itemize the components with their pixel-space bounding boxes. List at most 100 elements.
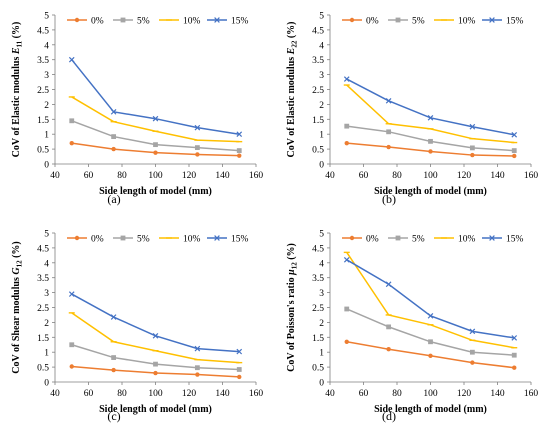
chart-0-ytick-label-10: 5 (44, 12, 49, 22)
chart-2-axes (54, 233, 256, 383)
chart-2-legend-1-label: 5% (137, 235, 150, 245)
chart-2-ytick-label-9: 4.5 (37, 244, 49, 254)
chart-2-ytick-label-2: 1 (44, 349, 49, 359)
chart-1-series-3-point-0 (343, 76, 350, 82)
chart-2-series-0-point-2 (153, 370, 158, 376)
chart-3-series-3-point-4 (511, 335, 518, 341)
chart-2-xlabel: Side length of model (mm) (99, 404, 212, 415)
chart-1-series-1-point-0 (344, 123, 350, 129)
chart-2-ytick-label-3: 1.5 (37, 334, 49, 344)
chart-0-xtick-label-4: 120 (182, 171, 197, 181)
chart-2-ytick-label-0: 0 (44, 379, 49, 389)
chart-1-legend-1-label: 5% (412, 17, 425, 27)
chart-1-xtick-label-0: 40 (325, 171, 335, 181)
chart-2-xtick-label-6: 160 (249, 389, 264, 399)
chart-0-series-3-point-1 (110, 109, 117, 115)
chart-0-series-1-point-0 (69, 118, 75, 124)
chart-3-series-0-point-1 (386, 347, 391, 352)
chart-1-legend-2-label: 10% (458, 17, 476, 27)
chart-0-ytick-label-2: 1 (44, 131, 49, 141)
chart-0-ytick-label-9: 4.5 (37, 26, 49, 36)
chart-1-xtick-label-4: 120 (457, 171, 472, 181)
chart-2-series-3-point-0 (68, 291, 75, 297)
chart-0-series-0-point-2 (153, 150, 158, 155)
chart-3-xtick-label-2: 80 (392, 389, 402, 399)
chart-0-ytick-label-6: 3 (44, 71, 49, 81)
chart-0-series-3-point-legend (214, 17, 220, 23)
chart-0-series-3-point-3 (194, 124, 201, 131)
chart-1-xtick-label-1: 60 (359, 171, 369, 181)
chart-3-series-3-point-1 (385, 281, 392, 288)
chart-1-ytick-label-3: 1.5 (312, 116, 324, 126)
chart-1-ytick-label-10: 5 (319, 12, 324, 22)
chart-1-ytick-label-0: 0 (319, 161, 324, 171)
chart-3-legend-1-label: 5% (412, 235, 425, 245)
chart-3-ytick-label-7: 3.5 (312, 274, 324, 284)
chart-1-ytick-label-1: 0.5 (312, 146, 324, 156)
chart-1-series-3-point-3 (469, 123, 476, 130)
chart-0-xtick-label-0: 40 (50, 171, 60, 181)
chart-3-ytick-label-5: 2.5 (312, 304, 324, 314)
chart-2-series-3-point-4 (236, 348, 243, 355)
chart-2-ytick-label-5: 2.5 (37, 304, 49, 314)
chart-1-ytick-label-9: 4.5 (312, 26, 324, 36)
chart-3-series-1-point-2 (428, 339, 433, 345)
chart-2-series-1-point-0 (69, 342, 75, 348)
chart-2-xtick-label-1: 60 (84, 389, 94, 399)
chart-1-legend-3-label: 15% (506, 17, 524, 27)
chart-2-xtick-label-0: 40 (50, 389, 60, 399)
chart-0-series-0-point-3 (195, 152, 200, 157)
chart-3-xtick-label-0: 40 (325, 389, 335, 399)
chart-3-xtick-label-5: 140 (490, 389, 505, 399)
chart-0-xtick-label-2: 80 (117, 171, 127, 181)
chart-0-series-1-point-legend (120, 17, 126, 23)
chart-0-xlabel: Side length of model (mm) (99, 186, 212, 197)
chart-3-ytick-label-6: 3 (319, 289, 324, 299)
chart-3-xtick-label-6: 160 (524, 389, 539, 399)
chart-3-series-3-point-legend (489, 235, 495, 241)
chart-3-series-1-point-4 (511, 352, 517, 358)
chart-3-series-0-point-2 (428, 353, 433, 358)
chart-0-legend-0-label: 0% (91, 17, 104, 27)
chart-2-series-1-point-legend (120, 235, 126, 241)
chart-3-ytick-label-3: 1.5 (312, 334, 324, 344)
chart-3-xtick-label-1: 60 (359, 389, 369, 399)
chart-0-series-1-point-4 (236, 148, 242, 153)
chart-2-series-1-point-4 (236, 367, 242, 372)
chart-0: 0 0.5 1 1.5 2 2.5 3 3.5 4 4.5 5 40 60 80 100 120 140 160 S… (11, 12, 263, 198)
chart-3-xtick-label-3: 100 (423, 389, 438, 399)
chart-1-ylabel: CoV of Elastic modulus E22 (%) (286, 21, 299, 157)
chart-3-ytick-label-1: 0.5 (312, 364, 324, 374)
chart-1-series-0-point-1 (386, 144, 391, 150)
chart-0-ytick-label-1: 0.5 (37, 146, 49, 156)
chart-2-legend-3-label: 15% (231, 235, 249, 245)
chart-0-series-1-point-3 (194, 145, 200, 151)
chart-1-xtick-label-6: 160 (524, 171, 539, 181)
chart-0-series-3-point-4 (236, 131, 243, 138)
chart-2-ytick-label-6: 3 (44, 289, 49, 299)
chart-1-ytick-label-2: 1 (319, 131, 324, 141)
chart-0-series-1-point-2 (153, 142, 158, 148)
chart-3-legend-3-label: 15% (506, 235, 524, 245)
chart-0-series-0-point-4 (237, 153, 242, 158)
chart-0-caption: (a) (107, 192, 121, 206)
chart-3-series-3-point-2 (427, 313, 434, 319)
chart-3: 0 0.5 1 1.5 2 2.5 3 3.5 4 4.5 5 40 60 80 100 120 140 160 S… (286, 230, 539, 416)
chart-0-ytick-label-5: 2.5 (37, 86, 49, 96)
chart-3-series-0-point-3 (470, 360, 475, 365)
chart-1-ytick-label-7: 3.5 (312, 56, 324, 66)
chart-2-series-0-point-legend (74, 235, 80, 241)
chart-0-series-3-line (71, 59, 240, 135)
chart-1-series-3-line (346, 78, 515, 136)
chart-0-series-0-point-0 (69, 140, 74, 146)
chart-2-xtick-label-3: 100 (148, 389, 163, 399)
chart-2-series-3-point-1 (110, 314, 117, 320)
chart-3-ytick-label-0: 0 (319, 379, 324, 389)
chart-1-series-3-point-4 (511, 131, 518, 138)
chart-1-series-3-point-2 (427, 114, 434, 121)
chart-1-series-0-point-legend (349, 17, 355, 23)
chart-1-legend-0-label: 0% (366, 17, 379, 27)
chart-0-ylabel: CoV of Elastic modulus E11 (%) (11, 22, 24, 158)
chart-3-xtick-label-4: 120 (457, 389, 472, 399)
chart-3-series-3-point-0 (343, 256, 350, 263)
